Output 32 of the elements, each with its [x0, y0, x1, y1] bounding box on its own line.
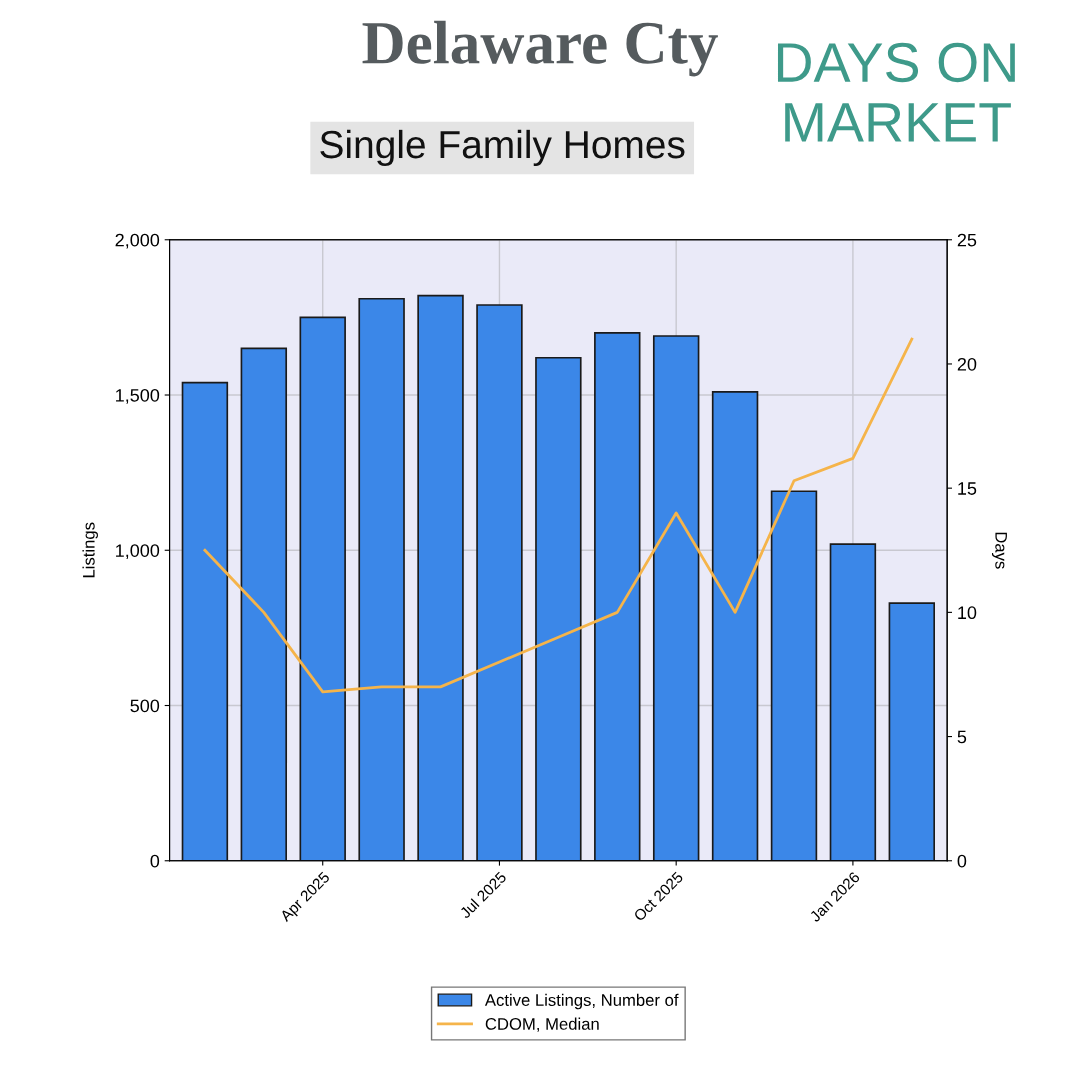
text: DAYS ON MARKET	[777, 42, 1015, 142]
y-tick-label: 1,000	[116, 544, 160, 560]
line-series	[203, 337, 914, 694]
bar	[417, 294, 464, 861]
legend-label: CDOM, Median	[485, 1017, 599, 1032]
bar	[594, 332, 641, 861]
bar	[829, 543, 877, 861]
bar	[181, 381, 229, 861]
y2-tick-label: 20	[957, 357, 977, 371]
bar	[358, 297, 405, 861]
y2-tick-label: 25	[957, 233, 977, 247]
bar	[535, 356, 582, 861]
chart-subtitle: Single Family Homes	[320, 129, 685, 167]
y2-axis-title: Days	[991, 532, 1007, 569]
y-tick-label: 500	[130, 699, 160, 713]
bar	[299, 316, 346, 861]
y-axis-title: Listings	[82, 522, 98, 578]
y2-tick-label: 5	[957, 730, 967, 744]
bar	[888, 602, 936, 861]
bar	[770, 490, 818, 861]
bar	[240, 347, 288, 861]
y2-tick-label: 15	[958, 482, 977, 495]
bar	[652, 335, 700, 861]
legend-label: Active Listings, Number of	[484, 993, 679, 1010]
y-tick-label: 1,500	[116, 388, 160, 404]
bar	[711, 391, 759, 861]
y2-tick-label: 0	[957, 854, 967, 868]
bar	[476, 304, 523, 861]
y2-tick-label: 10	[958, 606, 977, 620]
y-tick-label: 0	[150, 854, 160, 868]
chart-title: Delaware Cty	[362, 20, 718, 77]
y-tick-label: 2,000	[115, 233, 160, 249]
